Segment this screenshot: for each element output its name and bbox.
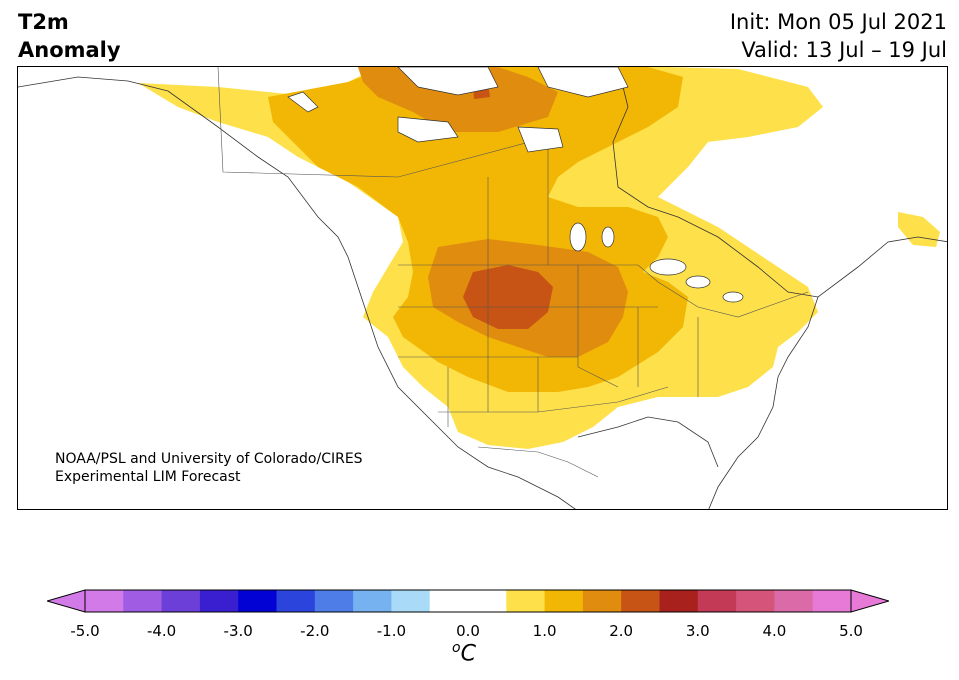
colorbar-segment [276,590,316,612]
colorbar-segment [774,590,814,612]
colorbar-tick-label: -4.0 [146,622,177,640]
unit-superscript: o [452,640,461,656]
colorbar-segment [621,590,660,612]
colorbar-unit: oC [452,640,476,666]
colorbar-segment [582,590,622,612]
colorbar-segment [199,590,239,612]
coastlines [18,67,947,509]
colorbar-segment [659,590,699,612]
colorbar-segment [85,590,124,612]
colorbar-segment [238,590,277,612]
colorbar-segment [544,590,584,612]
lakes [569,222,744,303]
colorbar-tick-label: 5.0 [839,622,863,640]
colorbar-segment [468,590,507,612]
colorbar-segment [812,590,852,612]
date-info: Init: Mon 05 Jul 2021 Valid: 13 Jul – 19… [730,8,947,64]
anomaly-region-05-east [898,212,940,247]
colorbar-over-arrow [850,589,891,613]
colorbar-segment [391,590,431,612]
colorbar-segment [314,590,354,612]
colorbar-tick-label: -2.0 [300,622,330,640]
credit-text: NOAA/PSL and University of Colorado/CIRE… [55,450,363,486]
arctic-islands [287,67,629,153]
colorbar-tick-label: -5.0 [70,622,100,640]
unit-letter: C [460,641,476,667]
colorbar-outline [84,589,852,613]
colorbar-segment [429,590,469,612]
colorbar-segment [161,590,201,612]
colorbar-under-arrow [45,589,86,613]
colorbar-segment [697,590,737,612]
credit-line-1: NOAA/PSL and University of Colorado/CIRE… [55,451,363,467]
colorbar-tick-label: 2.0 [609,622,634,640]
colorbar-segment [736,590,775,612]
colorbar-segment [353,590,392,612]
anomaly-region-15 [358,67,558,132]
map-svg [18,67,947,509]
colorbar-segment [506,590,546,612]
colorbar-svg [45,589,891,613]
colorbar-tick-label: 3.0 [685,622,710,640]
colorbar-segment [123,590,163,612]
political-boundaries [217,67,809,478]
anomaly-map [17,66,948,510]
colorbar-tick-label: 1.0 [532,622,557,640]
title-line-1: T2m [18,10,69,34]
title-line-2: Anomaly [18,38,121,62]
valid-range: Valid: 13 Jul – 19 Jul [741,38,947,62]
colorbar-tick-label: 4.0 [762,622,787,640]
map-title: T2m Anomaly [18,8,121,64]
colorbar-tick-label: -3.0 [223,622,253,640]
colorbar-tick-label: -1.0 [376,622,407,640]
credit-line-2: Experimental LIM Forecast [55,469,241,485]
colorbar [45,589,891,617]
colorbar-tick-label: 0.0 [456,622,480,640]
anomaly-region-20 [463,265,553,329]
init-date: Init: Mon 05 Jul 2021 [729,10,947,34]
